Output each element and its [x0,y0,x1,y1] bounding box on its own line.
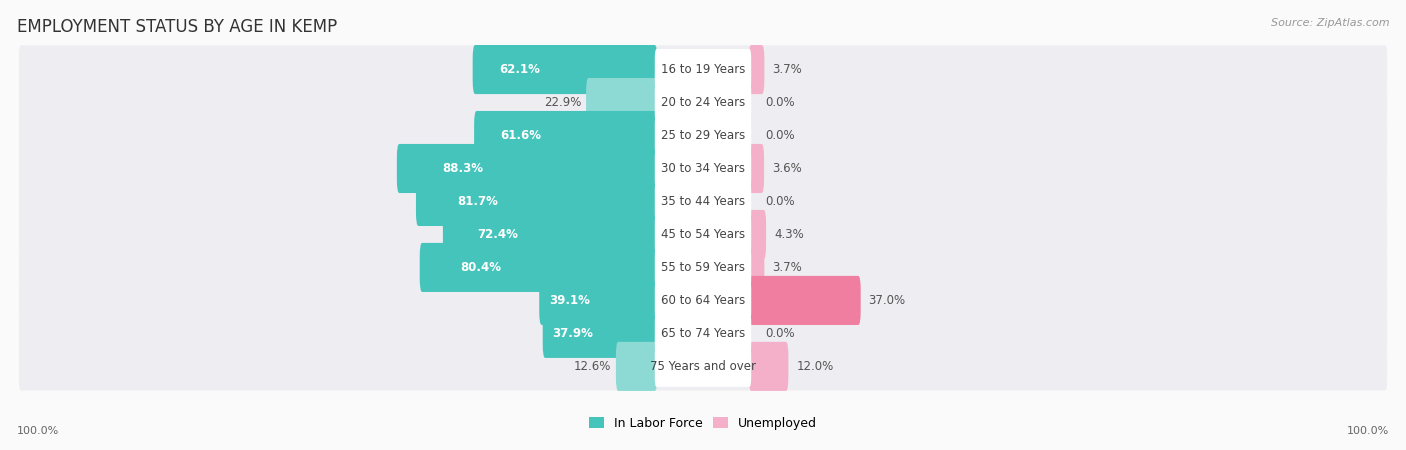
Text: 60 to 64 Years: 60 to 64 Years [661,294,745,307]
FancyBboxPatch shape [18,309,1388,358]
FancyBboxPatch shape [586,78,657,127]
FancyBboxPatch shape [655,148,751,189]
Text: 100.0%: 100.0% [1347,427,1389,436]
FancyBboxPatch shape [18,78,1388,126]
FancyBboxPatch shape [616,342,657,391]
FancyBboxPatch shape [749,276,860,325]
FancyBboxPatch shape [18,111,1388,160]
FancyBboxPatch shape [18,243,1388,292]
Text: 75 Years and over: 75 Years and over [650,360,756,373]
Text: 39.1%: 39.1% [550,294,591,307]
Text: 0.0%: 0.0% [765,195,794,208]
FancyBboxPatch shape [472,45,657,94]
FancyBboxPatch shape [416,177,657,226]
Text: 12.0%: 12.0% [796,360,834,373]
Text: 3.6%: 3.6% [772,162,801,175]
Text: 3.7%: 3.7% [772,261,801,274]
Text: 0.0%: 0.0% [765,96,794,109]
Text: 65 to 74 Years: 65 to 74 Years [661,327,745,340]
FancyBboxPatch shape [18,144,1388,193]
Text: 0.0%: 0.0% [765,327,794,340]
FancyBboxPatch shape [655,280,751,321]
FancyBboxPatch shape [655,313,751,354]
FancyBboxPatch shape [749,144,763,193]
Text: 37.9%: 37.9% [553,327,593,340]
Text: 88.3%: 88.3% [443,162,484,175]
FancyBboxPatch shape [655,181,751,222]
FancyBboxPatch shape [18,45,1388,94]
FancyBboxPatch shape [474,111,657,160]
Text: 0.0%: 0.0% [765,129,794,142]
FancyBboxPatch shape [18,276,1388,324]
FancyBboxPatch shape [443,210,657,259]
FancyBboxPatch shape [18,210,1388,259]
FancyBboxPatch shape [420,243,657,292]
Text: 12.6%: 12.6% [574,360,612,373]
FancyBboxPatch shape [655,247,751,288]
Text: 61.6%: 61.6% [501,129,541,142]
Text: 81.7%: 81.7% [457,195,498,208]
Text: 37.0%: 37.0% [869,294,905,307]
FancyBboxPatch shape [655,214,751,255]
FancyBboxPatch shape [655,49,751,90]
Text: 4.3%: 4.3% [773,228,804,241]
Text: EMPLOYMENT STATUS BY AGE IN KEMP: EMPLOYMENT STATUS BY AGE IN KEMP [17,18,337,36]
Text: 3.7%: 3.7% [772,63,801,76]
FancyBboxPatch shape [655,115,751,156]
FancyBboxPatch shape [396,144,657,193]
Text: 80.4%: 80.4% [460,261,501,274]
FancyBboxPatch shape [749,243,765,292]
FancyBboxPatch shape [543,309,657,358]
FancyBboxPatch shape [655,82,751,123]
FancyBboxPatch shape [749,342,789,391]
Text: 55 to 59 Years: 55 to 59 Years [661,261,745,274]
Text: 16 to 19 Years: 16 to 19 Years [661,63,745,76]
Text: 20 to 24 Years: 20 to 24 Years [661,96,745,109]
FancyBboxPatch shape [655,346,751,387]
FancyBboxPatch shape [749,210,766,259]
Text: 30 to 34 Years: 30 to 34 Years [661,162,745,175]
FancyBboxPatch shape [540,276,657,325]
Legend: In Labor Force, Unemployed: In Labor Force, Unemployed [583,412,823,435]
FancyBboxPatch shape [18,342,1388,391]
Text: 62.1%: 62.1% [499,63,540,76]
Text: 25 to 29 Years: 25 to 29 Years [661,129,745,142]
FancyBboxPatch shape [749,45,765,94]
Text: Source: ZipAtlas.com: Source: ZipAtlas.com [1271,18,1389,28]
Text: 35 to 44 Years: 35 to 44 Years [661,195,745,208]
Text: 22.9%: 22.9% [544,96,582,109]
Text: 100.0%: 100.0% [17,427,59,436]
Text: 72.4%: 72.4% [477,228,517,241]
Text: 45 to 54 Years: 45 to 54 Years [661,228,745,241]
FancyBboxPatch shape [18,177,1388,225]
